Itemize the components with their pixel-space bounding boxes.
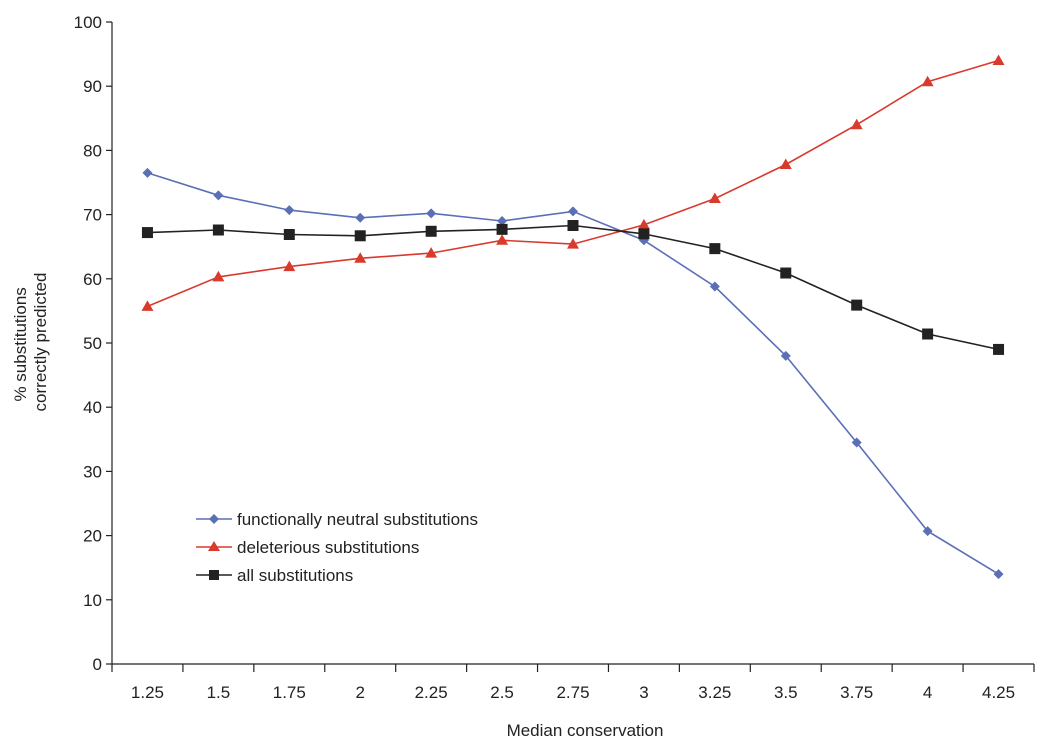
data-point xyxy=(780,350,791,361)
data-point xyxy=(212,270,225,282)
y-tick-label: 100 xyxy=(74,13,102,32)
x-tick-label: 1.25 xyxy=(131,683,164,702)
y-tick-label: 70 xyxy=(83,206,102,225)
legend-label-deleterious: deleterious substitutions xyxy=(237,538,419,557)
diamond-marker-icon xyxy=(209,514,219,524)
data-point xyxy=(496,223,508,235)
y-axis-title: % substitutions correctly predicted xyxy=(11,273,50,412)
legend-item-neutral: functionally neutral substitutions xyxy=(196,510,478,529)
data-point xyxy=(284,205,295,216)
data-point xyxy=(283,260,296,272)
y-axis-title-line-1: % substitutions xyxy=(11,287,30,401)
y-tick-label: 60 xyxy=(83,270,102,289)
data-point xyxy=(497,216,508,227)
data-point xyxy=(637,218,650,230)
data-point xyxy=(567,238,579,249)
x-axis-title: Median conservation xyxy=(507,721,664,740)
x-tick-label: 3.25 xyxy=(698,683,731,702)
data-point xyxy=(213,190,224,201)
y-tick-label: 80 xyxy=(83,141,102,160)
data-point xyxy=(354,230,366,242)
data-point xyxy=(780,267,792,279)
axes: 0 10 20 30 40 50 60 70 80 90 100 1.25 1.5 1.75 2 2.25 2.… xyxy=(74,13,1035,702)
data-point xyxy=(850,118,863,130)
legend-label-neutral: functionally neutral substitutions xyxy=(237,510,478,529)
data-point xyxy=(779,158,792,170)
data-point xyxy=(354,252,367,263)
x-tick-label: 3.5 xyxy=(774,683,798,702)
data-point xyxy=(568,206,578,217)
series-1 xyxy=(141,54,1005,311)
y-axis-title-line-2: correctly predicted xyxy=(31,273,50,412)
legend: functionally neutral substitutions delet… xyxy=(196,510,478,585)
series-0 xyxy=(142,167,1004,580)
data-point xyxy=(993,343,1005,355)
data-point xyxy=(638,228,650,240)
data-point xyxy=(425,225,437,237)
data-point xyxy=(709,243,721,255)
data-point xyxy=(851,299,863,311)
data-point xyxy=(496,234,509,245)
square-marker-icon xyxy=(209,570,219,580)
data-point xyxy=(851,437,862,448)
y-tick-label: 90 xyxy=(83,77,102,96)
y-tick-label: 20 xyxy=(83,527,102,546)
data-point xyxy=(141,227,153,239)
y-tick-label: 30 xyxy=(83,462,102,481)
y-tick-label: 50 xyxy=(83,334,102,353)
data-point xyxy=(922,526,933,537)
data-point xyxy=(212,224,224,236)
data-point xyxy=(992,54,1005,66)
x-tick-label: 2 xyxy=(355,683,364,702)
data-point xyxy=(708,192,721,204)
x-tick-label: 3 xyxy=(639,683,648,702)
data-point xyxy=(425,247,438,258)
series-2 xyxy=(141,220,1005,355)
data-point xyxy=(142,167,153,178)
data-point xyxy=(922,328,934,340)
series-lines xyxy=(141,54,1005,580)
y-tick-label: 40 xyxy=(83,398,102,417)
data-point xyxy=(993,569,1004,580)
data-point xyxy=(355,212,366,223)
data-point xyxy=(567,220,579,232)
y-tick-label: 0 xyxy=(93,655,102,674)
legend-item-deleterious: deleterious substitutions xyxy=(196,538,419,557)
x-tick-label: 3.75 xyxy=(840,683,873,702)
data-point xyxy=(141,300,154,311)
x-tick-label: 2.75 xyxy=(556,683,589,702)
x-tick-label: 4 xyxy=(923,683,932,702)
x-tick-label: 2.25 xyxy=(415,683,448,702)
data-point xyxy=(921,75,934,87)
x-tick-label: 4.25 xyxy=(982,683,1015,702)
legend-label-all: all substitutions xyxy=(237,566,353,585)
x-tick-label: 2.5 xyxy=(490,683,514,702)
y-tick-label: 10 xyxy=(83,591,102,610)
triangle-marker-icon xyxy=(208,541,220,551)
x-tick-label: 1.5 xyxy=(207,683,231,702)
data-point xyxy=(709,281,720,292)
data-point xyxy=(426,208,437,219)
data-point xyxy=(283,229,295,241)
x-tick-label: 1.75 xyxy=(273,683,306,702)
legend-item-all: all substitutions xyxy=(196,566,353,585)
series-line xyxy=(147,59,999,308)
